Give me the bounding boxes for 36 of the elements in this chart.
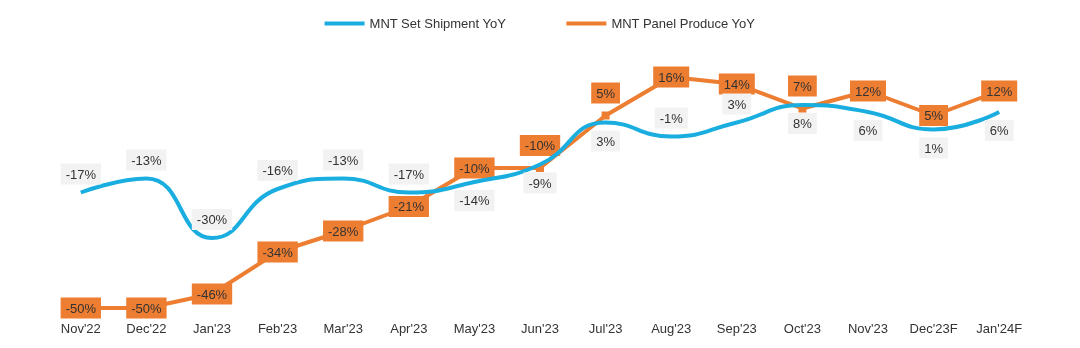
data-label: -13% — [131, 152, 163, 168]
data-label: -17% — [65, 166, 97, 182]
x-tick-label: Sep'23 — [716, 321, 757, 336]
x-tick-label: Oct'23 — [783, 321, 821, 336]
data-label: 3% — [596, 133, 616, 149]
data-label: -10% — [524, 138, 556, 153]
data-label: 3% — [727, 96, 747, 112]
data-label: -1% — [659, 110, 684, 126]
x-tick-label: Apr'23 — [390, 321, 428, 336]
data-label: 5% — [596, 85, 616, 101]
x-tick-label: Jan'24F — [976, 321, 1023, 336]
x-tick-label: Dec'23F — [909, 321, 958, 336]
legend-label: MNT Set Shipment YoY — [369, 16, 507, 31]
data-label: -16% — [262, 163, 294, 178]
x-tick-label: Nov'23 — [847, 321, 889, 336]
x-tick-label: Aug'23 — [651, 321, 692, 336]
data-label: 5% — [924, 108, 944, 123]
data-label: -17% — [393, 166, 425, 182]
x-tick-label: Jun'23 — [521, 321, 559, 336]
data-label: -14% — [459, 193, 491, 208]
x-tick-label: May'23 — [453, 321, 496, 336]
data-label: 1% — [924, 140, 944, 156]
data-label: 7% — [793, 78, 813, 94]
x-tick-label: Mar'23 — [323, 321, 363, 336]
legend-label: MNT Panel Produce YoY — [611, 16, 756, 31]
data-label: 6% — [858, 123, 878, 138]
x-tick-label: Dec'22 — [126, 321, 167, 336]
data-label: -13% — [328, 152, 359, 168]
data-label: -9% — [528, 175, 552, 191]
data-label: 6% — [989, 123, 1010, 138]
x-tick-label: Jan'23 — [193, 321, 231, 336]
data-label: -30% — [196, 212, 228, 227]
x-tick-label: Nov'22 — [60, 321, 101, 336]
data-label: 8% — [793, 116, 813, 131]
x-tick-label: Feb'23 — [257, 321, 298, 336]
x-tick-label: Jul'23 — [588, 321, 623, 336]
